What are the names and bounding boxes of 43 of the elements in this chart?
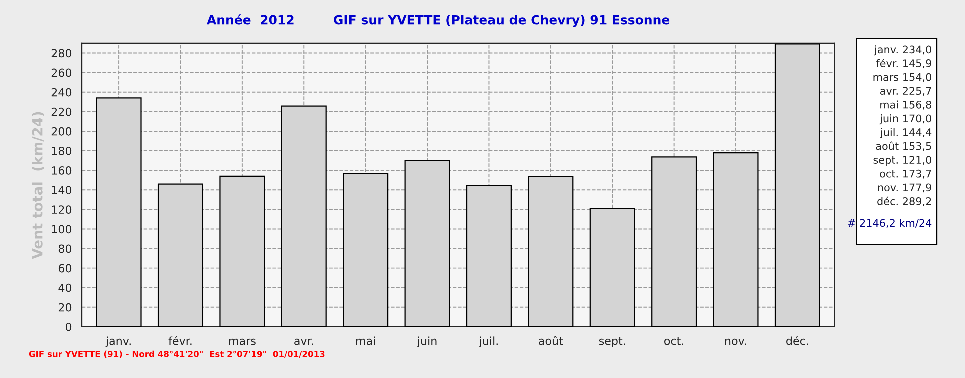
category-label: janv. 234,0	[874, 46, 932, 56]
category-label: févr. 145,9	[876, 58, 932, 68]
category-label: déc. 289,2	[878, 196, 932, 206]
y-tick-label: 140	[52, 186, 72, 194]
y-tick-label: 120	[52, 206, 72, 214]
chart-subtitle: GIF sur YVETTE (Plateau de Chevry) 91 Essonne	[334, 15, 670, 28]
y-tick-label: 40	[58, 284, 72, 292]
y-tick-label: 160	[52, 166, 72, 175]
category-label: août 153,5	[876, 142, 932, 152]
x-tick-label: févr.	[168, 336, 192, 346]
y-tick-label: 80	[58, 244, 72, 254]
category-label: juin 170,0	[880, 114, 932, 125]
y-tick-label: 200	[52, 127, 72, 136]
x-tick-label: juin	[417, 336, 437, 348]
x-tick-label: nov.	[725, 338, 746, 346]
y-tick-label: 100	[52, 225, 72, 234]
x-tick-label: août	[539, 336, 564, 346]
category-label: mai 156,8	[880, 100, 932, 110]
chart-title: Année 2012	[207, 14, 294, 25]
x-tick-label: oct.	[664, 337, 684, 346]
category-label: juil. 144,4	[880, 128, 932, 138]
category-label: sept. 121,0	[874, 156, 932, 166]
x-tick-label: mai	[356, 336, 376, 346]
x-tick-label: avr.	[294, 338, 314, 346]
text: GIF sur YVETTE (91) - Nord 48°41'20" Est 2°07'19" 01/01/2013	[29, 350, 325, 358]
y-tick-label: 20	[58, 303, 72, 312]
category-label: oct. 173,7	[880, 170, 932, 179]
x-tick-label: déc.	[786, 336, 808, 346]
category-label: nov. 177,9	[878, 184, 932, 193]
y-tick-label: 260	[52, 68, 72, 78]
y-tick-label: 0	[66, 322, 72, 332]
x-tick-label: sept.	[599, 337, 626, 348]
y-tick-label: 60	[58, 264, 72, 273]
y-tick-label: 180	[52, 146, 72, 156]
category-label: mars 154,0	[874, 73, 932, 82]
y-tick-label: 280	[52, 49, 72, 58]
x-tick-label: mars	[229, 338, 256, 346]
y-tick-label: 240	[52, 88, 72, 97]
y-tick-label: 220	[52, 108, 72, 116]
category-label: avr. 225,7	[880, 87, 932, 96]
text: # 2146,2 km/24	[848, 219, 932, 228]
x-tick-label: janv.	[106, 336, 131, 348]
x-tick-label: juil.	[479, 336, 498, 348]
